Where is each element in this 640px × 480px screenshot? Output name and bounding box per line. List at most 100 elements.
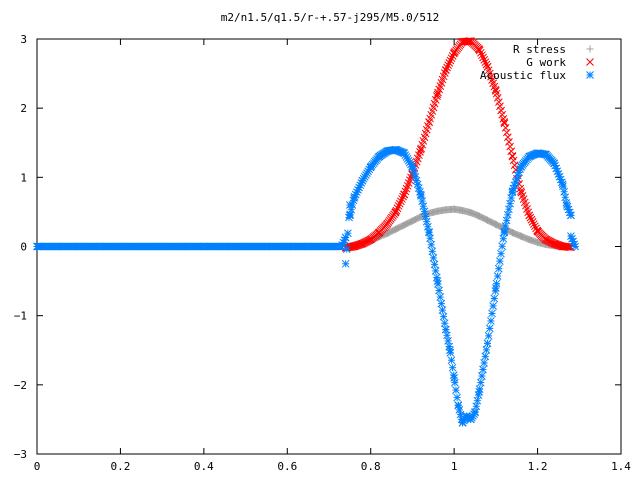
data-point: [445, 342, 454, 351]
data-point: [398, 195, 406, 203]
data-point: [570, 240, 579, 249]
data-point: [444, 61, 453, 70]
data-point: [482, 346, 491, 354]
data-point: [510, 161, 519, 170]
data-point: [499, 234, 508, 243]
x-tick-label: 0.8: [361, 460, 381, 473]
data-point: [422, 217, 431, 226]
data-point: [425, 228, 433, 236]
data-point: [532, 224, 540, 233]
data-point: [490, 294, 499, 303]
data-point: [436, 293, 445, 301]
data-point: [489, 302, 497, 310]
data-point: [439, 312, 448, 321]
data-point: [481, 352, 490, 361]
data-point: [402, 184, 411, 193]
data-point: [412, 176, 421, 185]
data-point: [474, 391, 483, 399]
data-point: [500, 119, 509, 128]
y-tick-label: 0: [20, 241, 27, 254]
data-point: [437, 299, 446, 308]
data-point: [440, 319, 449, 328]
data-point: [479, 365, 487, 374]
data-point: [433, 90, 442, 99]
data-point: [506, 142, 514, 151]
data-point: [493, 272, 502, 280]
data-point: [449, 371, 458, 380]
axis-ticks: 0 0.2 0.4 0.6 0.8 1 1.2 1.4 3 2 1 0 −1 −2 −3: [14, 33, 632, 473]
data-point: [445, 59, 454, 67]
data-point: [346, 210, 354, 219]
data-point: [529, 220, 538, 228]
legend-marker: [586, 45, 594, 53]
data-point: [531, 222, 539, 231]
data-point: [400, 190, 409, 199]
data-point: [426, 234, 434, 243]
data-point: [492, 279, 501, 288]
data-point: [418, 197, 427, 205]
y-tick-label: −2: [14, 379, 27, 392]
data-point: [429, 253, 438, 262]
data-point: [428, 247, 437, 256]
data-point: [450, 378, 459, 387]
x-tick-label: 1.4: [611, 460, 631, 473]
x-tick-label: 0.2: [110, 460, 130, 473]
data-point: [498, 242, 507, 251]
y-tick-label: 1: [20, 171, 27, 184]
data-point: [435, 286, 443, 295]
data-point: [344, 229, 352, 238]
data-point: [399, 192, 407, 201]
data-point: [488, 309, 496, 318]
data-point: [438, 306, 447, 314]
data-point: [442, 66, 450, 74]
data-point: [475, 46, 484, 55]
data-point: [494, 264, 503, 273]
y-tick-label: −1: [14, 310, 27, 323]
data-point: [496, 257, 504, 266]
data-point: [492, 87, 500, 95]
data-point: [455, 406, 464, 414]
data-point: [421, 212, 430, 221]
data-point: [452, 386, 460, 394]
data-point: [499, 115, 508, 123]
data-point: [432, 273, 441, 282]
series-acoustic-flux: [33, 145, 579, 427]
chart-title: m2/n1.5/q1.5/r-+.57-j295/M5.0/512: [221, 11, 440, 24]
data-point: [487, 317, 495, 325]
x-tick-label: 1: [451, 460, 458, 473]
x-tick-label: 1.2: [528, 460, 548, 473]
data-point: [475, 385, 484, 393]
data-point: [443, 63, 451, 72]
data-point: [443, 331, 451, 340]
data-point: [406, 176, 414, 185]
data-point: [478, 51, 486, 60]
data-point: [447, 356, 456, 365]
data-point: [501, 124, 510, 132]
data-point: [416, 145, 425, 154]
data-point: [479, 53, 487, 62]
data-point: [517, 187, 525, 196]
data-point: [348, 201, 357, 209]
data-point: [446, 348, 455, 357]
data-point: [417, 192, 425, 200]
legend-label: R stress: [513, 43, 566, 56]
data-point: [395, 199, 404, 208]
data-point: [431, 267, 440, 275]
data-point: [341, 259, 350, 268]
y-tick-label: 2: [20, 102, 27, 115]
data-marks: [33, 37, 579, 427]
data-point: [423, 222, 432, 231]
data-point: [347, 205, 356, 214]
x-tick-label: 0.6: [277, 460, 297, 473]
data-point: [454, 401, 463, 409]
data-point: [480, 359, 488, 367]
data-point: [342, 245, 351, 253]
data-point: [427, 240, 436, 249]
data-point: [528, 218, 537, 226]
data-point: [527, 215, 536, 224]
data-point: [394, 202, 403, 210]
legend-marker: [586, 58, 594, 66]
data-point: [484, 332, 493, 340]
data-point: [480, 55, 489, 64]
